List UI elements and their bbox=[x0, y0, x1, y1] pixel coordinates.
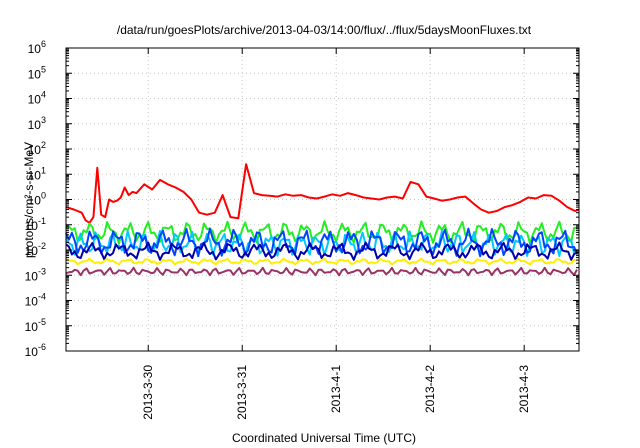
grid bbox=[66, 48, 579, 351]
y-tick-label: 10-5 bbox=[25, 317, 46, 334]
x-tick-label: 2013-4-1 bbox=[329, 365, 343, 413]
x-tick-label: 2013-4-3 bbox=[517, 365, 531, 413]
x-axis: 2013-3-30 2013-3-31 2013-4-1 2013-4-2 2013-4… bbox=[141, 48, 531, 420]
chart-title: /data/run/goesPlots/archive/2013-04-03/1… bbox=[117, 23, 532, 37]
y-tick-label: 101 bbox=[28, 165, 46, 182]
series-red-line bbox=[65, 163, 580, 224]
y-tick-label: 104 bbox=[28, 90, 46, 107]
series-group bbox=[65, 163, 580, 277]
x-axis-label: Coordinated Universal Time (UTC) bbox=[232, 431, 416, 445]
y-tick-label: 106 bbox=[28, 39, 46, 56]
series-navy-line bbox=[65, 241, 578, 261]
y-tick-label: 105 bbox=[28, 64, 46, 81]
y-tick-label: 10-6 bbox=[25, 342, 46, 359]
y-axis: 10-6 10-5 10-4 10-3 10-2 10-1 100 101 102 103 104 1… bbox=[25, 39, 579, 359]
y-tick-label: 100 bbox=[28, 191, 46, 208]
y-axis-label: protons/cm²-s-sr-MeV bbox=[22, 142, 36, 258]
series-yellow-line bbox=[65, 257, 578, 266]
series-purple-line bbox=[65, 266, 578, 277]
y-tick-label: 102 bbox=[28, 140, 46, 157]
y-tick-label: 10-3 bbox=[25, 266, 46, 283]
y-tick-label: 103 bbox=[28, 115, 46, 132]
y-tick-label: 10-4 bbox=[25, 292, 46, 309]
y-tick-label: 10-2 bbox=[25, 241, 46, 258]
y-tick-label: 10-1 bbox=[25, 216, 46, 233]
series-blue-line bbox=[65, 227, 578, 258]
x-tick-label: 2013-4-2 bbox=[423, 365, 437, 413]
x-tick-label: 2013-3-30 bbox=[141, 365, 155, 420]
x-tick-label: 2013-3-31 bbox=[235, 365, 249, 420]
